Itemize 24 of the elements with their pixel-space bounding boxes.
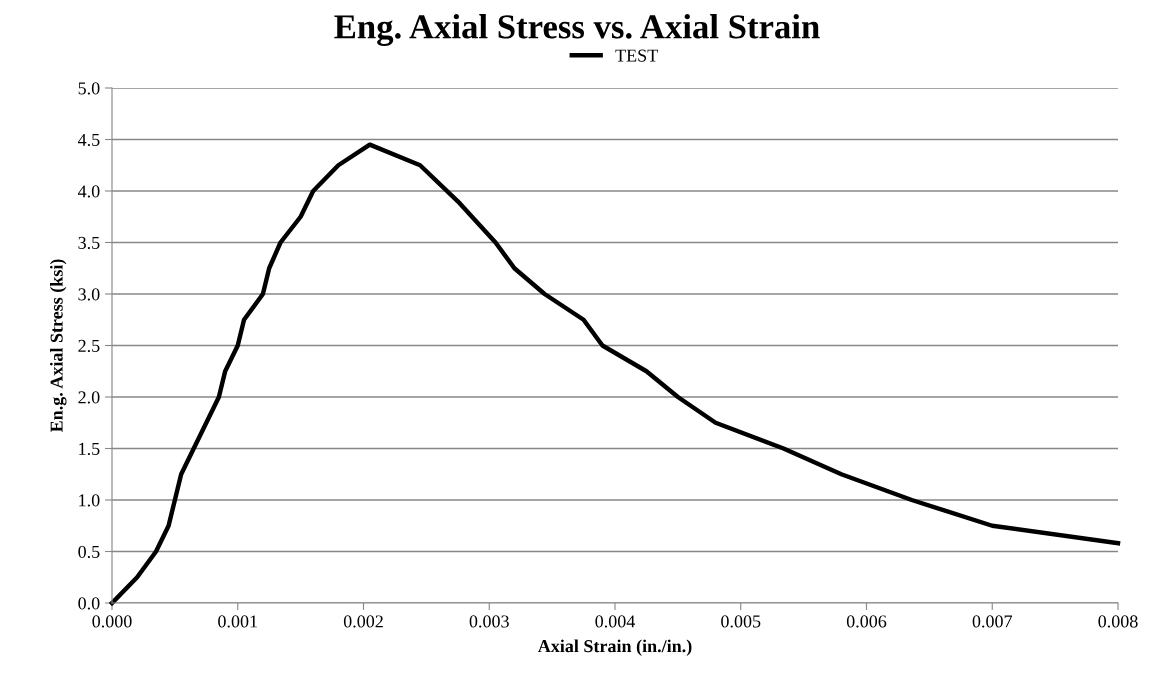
x-tick-label: 0.000 <box>92 615 132 628</box>
y-tick-label: 3.5 <box>78 236 100 250</box>
x-tick-label: 0.001 <box>218 615 257 628</box>
x-axis-title: Axial Strain (in./in.) <box>537 639 692 656</box>
chart-title: Eng. Axial Stress vs. Axial Strain <box>334 14 820 46</box>
y-tick-label: 2.0 <box>78 391 100 404</box>
x-tick-label: 0.003 <box>469 615 509 628</box>
y-tick-label: 0.5 <box>78 545 100 559</box>
y-tick-label: 2.5 <box>78 339 100 353</box>
y-axis-title: En.g. Axial Stress (ksi) <box>50 259 67 433</box>
x-tick-label: 0.004 <box>595 615 636 628</box>
y-tick-label: 1.0 <box>79 494 100 507</box>
legend-label: TEST <box>615 49 658 62</box>
y-tick-label: 0.0 <box>78 597 100 610</box>
y-tick-label: 3.0 <box>78 288 100 301</box>
y-tick-label: 4.5 <box>77 133 100 147</box>
x-tick-label: 0.002 <box>343 615 383 628</box>
y-tick-label: 1.5 <box>79 442 100 456</box>
x-tick-label: 0.007 <box>972 615 1013 628</box>
y-tick-label: 5.0 <box>78 82 100 95</box>
x-tick-label: 0.008 <box>1098 615 1138 628</box>
x-tick-label: 0.006 <box>846 615 887 628</box>
x-tick-label: 0.005 <box>721 615 761 628</box>
y-tick-label: 4.0 <box>77 185 100 198</box>
